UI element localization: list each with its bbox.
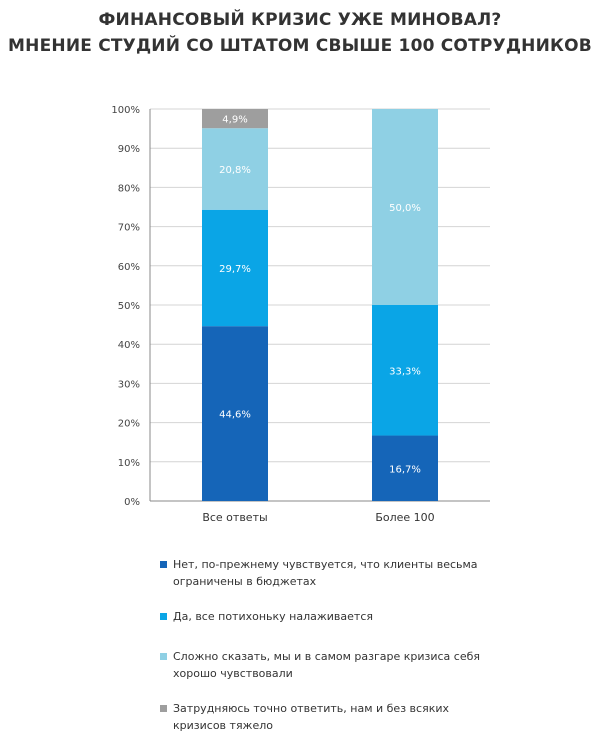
chart-title-line-1: ФИНАНСОВЫЙ КРИЗИС УЖЕ МИНОВАЛ? [98, 10, 502, 30]
data-label: 44,6% [219, 410, 251, 421]
data-label: 50,0% [389, 203, 421, 214]
y-tick-label: 70% [118, 223, 140, 234]
bar-segment [202, 128, 268, 210]
bar-segment [202, 109, 268, 129]
legend-label-4-line-1: Затрудняюсь точно ответить, нам и без вс… [173, 702, 449, 715]
legend-label-3-line-2: хорошо чувствовали [173, 667, 293, 680]
legend-swatch-3 [160, 653, 167, 660]
y-tick-label: 80% [118, 183, 140, 194]
y-tick-label: 30% [118, 379, 140, 390]
legend-label-4-line-2: кризисов тяжело [173, 719, 273, 732]
legend-label-1: Нет, по-прежнему чувствуется, что клиент… [173, 556, 483, 590]
legend-swatch-1 [160, 561, 167, 568]
y-tick-label: 40% [118, 340, 140, 351]
y-tick-label: 10% [118, 458, 140, 469]
chart-title-line-2: МНЕНИЕ СТУДИЙ СО ШТАТОМ СВЫШЕ 100 СОТРУД… [8, 36, 592, 56]
stacked-bar-chart: 0% 10% 20% 30% 40% 50% 60% 70% 80% 90% 100% 44,6% 29… [111, 105, 490, 524]
bar-segment [372, 435, 438, 501]
bar-segment [372, 305, 438, 436]
bar-segment [202, 209, 268, 327]
legend-swatch-4 [160, 705, 167, 712]
y-tick-label: 50% [118, 301, 140, 312]
data-label: 4,9% [222, 115, 247, 126]
data-label: 33,3% [389, 366, 421, 377]
legend-label-1-line-2: ограничены в бюджетах [173, 575, 317, 588]
y-tick-label: 60% [118, 262, 140, 273]
legend-label-3-line-1: Сложно сказать, мы и в самом разгаре кри… [173, 650, 481, 663]
y-tick-label: 100% [111, 105, 140, 116]
bar-segment [372, 109, 438, 305]
data-label: 29,7% [219, 264, 251, 275]
legend-label-2-line-1: Да, все потихоньку налаживается [173, 610, 373, 623]
data-label: 20,8% [219, 165, 251, 176]
y-tick-label: 90% [118, 144, 140, 155]
legend-swatch-2 [160, 613, 167, 620]
legend-label-4: Затрудняюсь точно ответить, нам и без вс… [173, 700, 483, 734]
x-tick-label: Более 100 [375, 511, 434, 524]
bar-segment [202, 326, 268, 501]
legend-label-2: Да, все потихоньку налаживается [173, 608, 483, 625]
legend-label-1-line-1: Нет, по-прежнему чувствуется, что клиент… [173, 558, 478, 571]
x-tick-label: Все ответы [202, 511, 267, 524]
y-tick-label: 20% [118, 419, 140, 430]
legend-label-3: Сложно сказать, мы и в самом разгаре кри… [173, 648, 483, 682]
data-label: 16,7% [389, 464, 421, 475]
y-tick-label: 0% [124, 497, 140, 508]
